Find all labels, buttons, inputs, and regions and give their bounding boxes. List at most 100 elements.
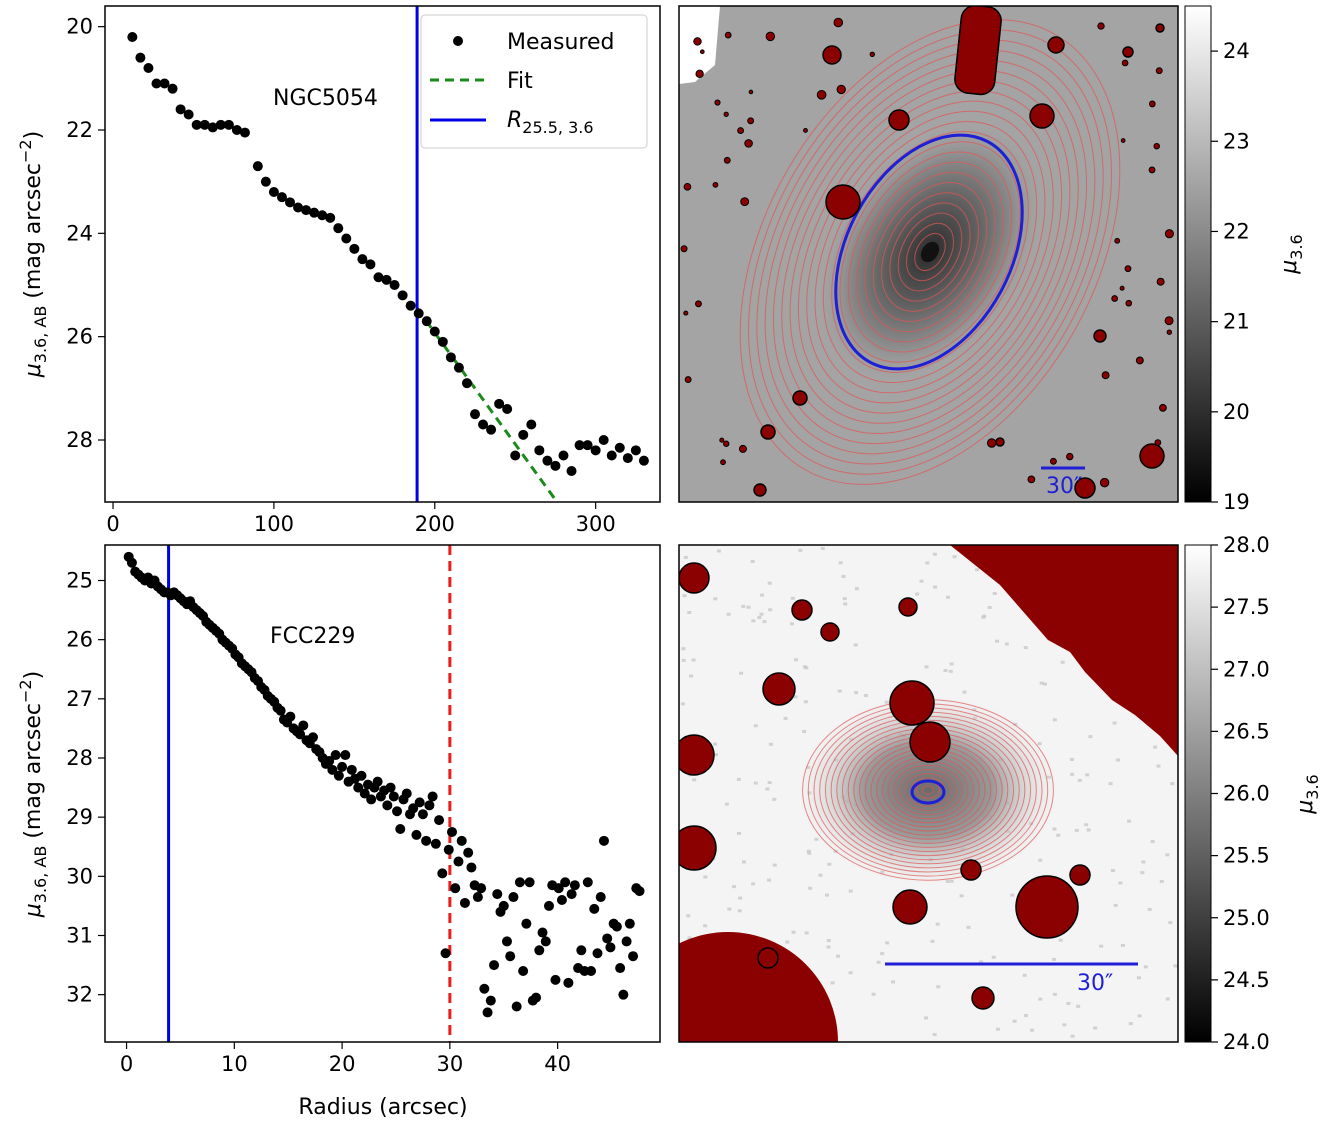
star-mask	[695, 300, 702, 308]
star-mask	[679, 562, 710, 594]
noise-pixel	[843, 602, 848, 606]
noise-pixel	[1112, 721, 1117, 725]
noise-pixel	[1077, 778, 1082, 782]
noise-pixel	[692, 778, 697, 782]
noise-pixel	[827, 862, 832, 866]
data-point	[382, 800, 393, 811]
noise-pixel	[1039, 681, 1044, 685]
noise-pixel	[995, 1027, 1000, 1031]
data-point	[437, 336, 448, 347]
data-point	[365, 259, 376, 270]
star-mask	[1159, 403, 1167, 412]
star-mask	[1119, 285, 1125, 291]
data-point	[401, 788, 412, 799]
noise-pixel	[871, 992, 876, 996]
isophote-contour	[739, 19, 1121, 485]
star-mask	[724, 31, 732, 39]
y-tick-label: 26	[66, 628, 93, 652]
data-point	[598, 835, 609, 846]
noise-pixel	[683, 555, 688, 559]
noise-pixel	[863, 693, 868, 697]
noise-pixel	[798, 548, 803, 552]
x-tick-label: 100	[254, 512, 294, 536]
noise-pixel	[945, 595, 950, 599]
ngc5054-colorbar	[1184, 5, 1212, 503]
y-tick-label: 27	[66, 687, 93, 711]
star-mask	[680, 245, 688, 253]
y-tick-label: 20	[66, 15, 93, 39]
noise-pixel	[814, 837, 819, 841]
star-mask	[753, 483, 767, 497]
data-point	[560, 877, 571, 888]
data-point	[167, 83, 178, 94]
legend-measured-marker	[453, 36, 463, 46]
noise-pixel	[1086, 828, 1091, 832]
noise-pixel	[746, 605, 751, 609]
data-point	[630, 445, 641, 456]
colorbar-tick-label: 26.0	[1223, 782, 1270, 806]
noise-pixel	[689, 674, 694, 678]
data-point	[301, 205, 312, 216]
star-mask	[1097, 22, 1105, 30]
noise-pixel	[1136, 976, 1141, 980]
noise-pixel	[943, 668, 948, 672]
noise-pixel	[741, 604, 746, 608]
data-point	[537, 927, 548, 938]
data-point	[151, 78, 162, 89]
data-point	[421, 835, 432, 846]
data-point	[421, 316, 432, 327]
y-tick-label: 32	[66, 983, 93, 1007]
data-point	[605, 942, 616, 953]
star-mask	[836, 84, 846, 95]
data-point	[285, 197, 295, 208]
noise-pixel	[1052, 992, 1057, 996]
data-point	[542, 455, 553, 466]
isophote-contour	[847, 151, 1013, 353]
noise-pixel	[853, 643, 858, 647]
legend-fit-label: Fit	[507, 69, 533, 94]
noise-pixel	[1143, 965, 1148, 969]
y-tick-label: 30	[66, 864, 93, 888]
ngc5054-image-panel: 30″ 19 20 21 22 23 24 μ3.6	[678, 5, 1306, 514]
data-point	[333, 223, 344, 234]
noise-pixel	[880, 952, 885, 956]
data-point	[443, 844, 454, 855]
star-mask	[1155, 23, 1165, 33]
data-point	[622, 453, 633, 464]
noise-pixel	[790, 622, 795, 626]
data-point	[392, 806, 403, 817]
colorbar-tick-label: 25.0	[1223, 906, 1270, 930]
noise-pixel	[842, 597, 847, 601]
star-mask	[1139, 443, 1165, 469]
star-mask	[1148, 166, 1156, 174]
noise-pixel	[765, 787, 770, 791]
isophote-contour	[905, 222, 955, 282]
legend: Measured Fit R25.5, 3.6	[420, 14, 648, 149]
star-mask	[1124, 265, 1132, 273]
data-point	[424, 800, 435, 811]
data-point	[486, 424, 497, 435]
star-mask	[1049, 457, 1057, 465]
star-mask	[1125, 299, 1133, 307]
data-point	[595, 892, 606, 903]
noise-pixel	[876, 960, 881, 964]
data-point	[346, 764, 357, 775]
data-point	[395, 824, 406, 834]
data-point	[558, 450, 569, 461]
star-mask	[1148, 100, 1156, 108]
noise-pixel	[772, 863, 777, 867]
data-point	[175, 104, 186, 115]
noise-pixel	[925, 561, 930, 565]
noise-pixel	[932, 1033, 937, 1037]
data-point	[526, 419, 537, 430]
data-point	[341, 233, 352, 244]
noise-pixel	[995, 639, 1000, 643]
noise-pixel	[1042, 682, 1047, 686]
noise-pixel	[804, 666, 809, 670]
data-point	[231, 125, 242, 135]
x-tick-label: 300	[576, 512, 616, 536]
noise-pixel	[885, 941, 890, 945]
data-point	[126, 557, 137, 568]
noise-pixel	[1070, 772, 1075, 776]
